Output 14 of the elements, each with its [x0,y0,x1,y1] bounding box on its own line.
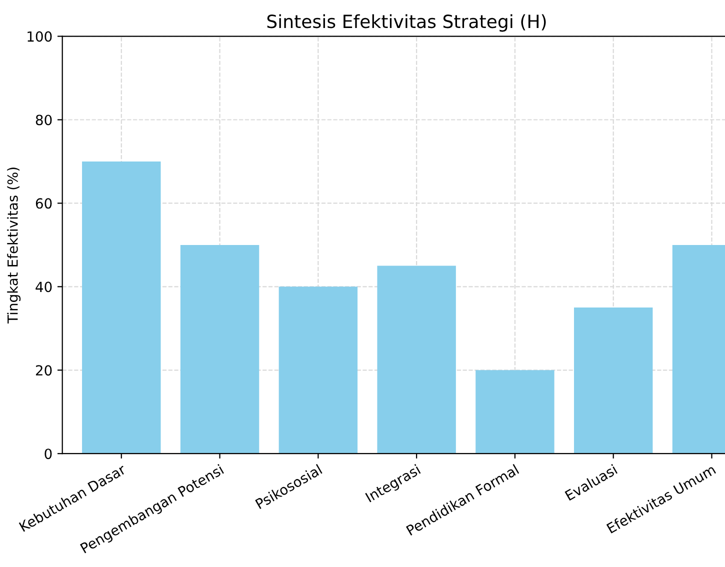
bar [82,161,161,454]
y-tick-label: 0 [44,448,52,460]
y-tick-label: 100 [28,31,52,42]
y-tick-label: 60 [36,198,52,209]
y-tick-label: 40 [36,282,52,292]
bar [574,308,653,454]
bar [278,286,358,454]
bar [377,266,456,454]
bar [180,244,260,454]
y-tick-label: 80 [36,114,52,126]
y-axis-title: Tingkat Efektivitas (%) [7,168,21,324]
chart-title: Sintesis Efektivitas Strategi (H) [267,14,546,32]
bar [476,370,554,454]
y-tick-label: 20 [36,365,52,376]
